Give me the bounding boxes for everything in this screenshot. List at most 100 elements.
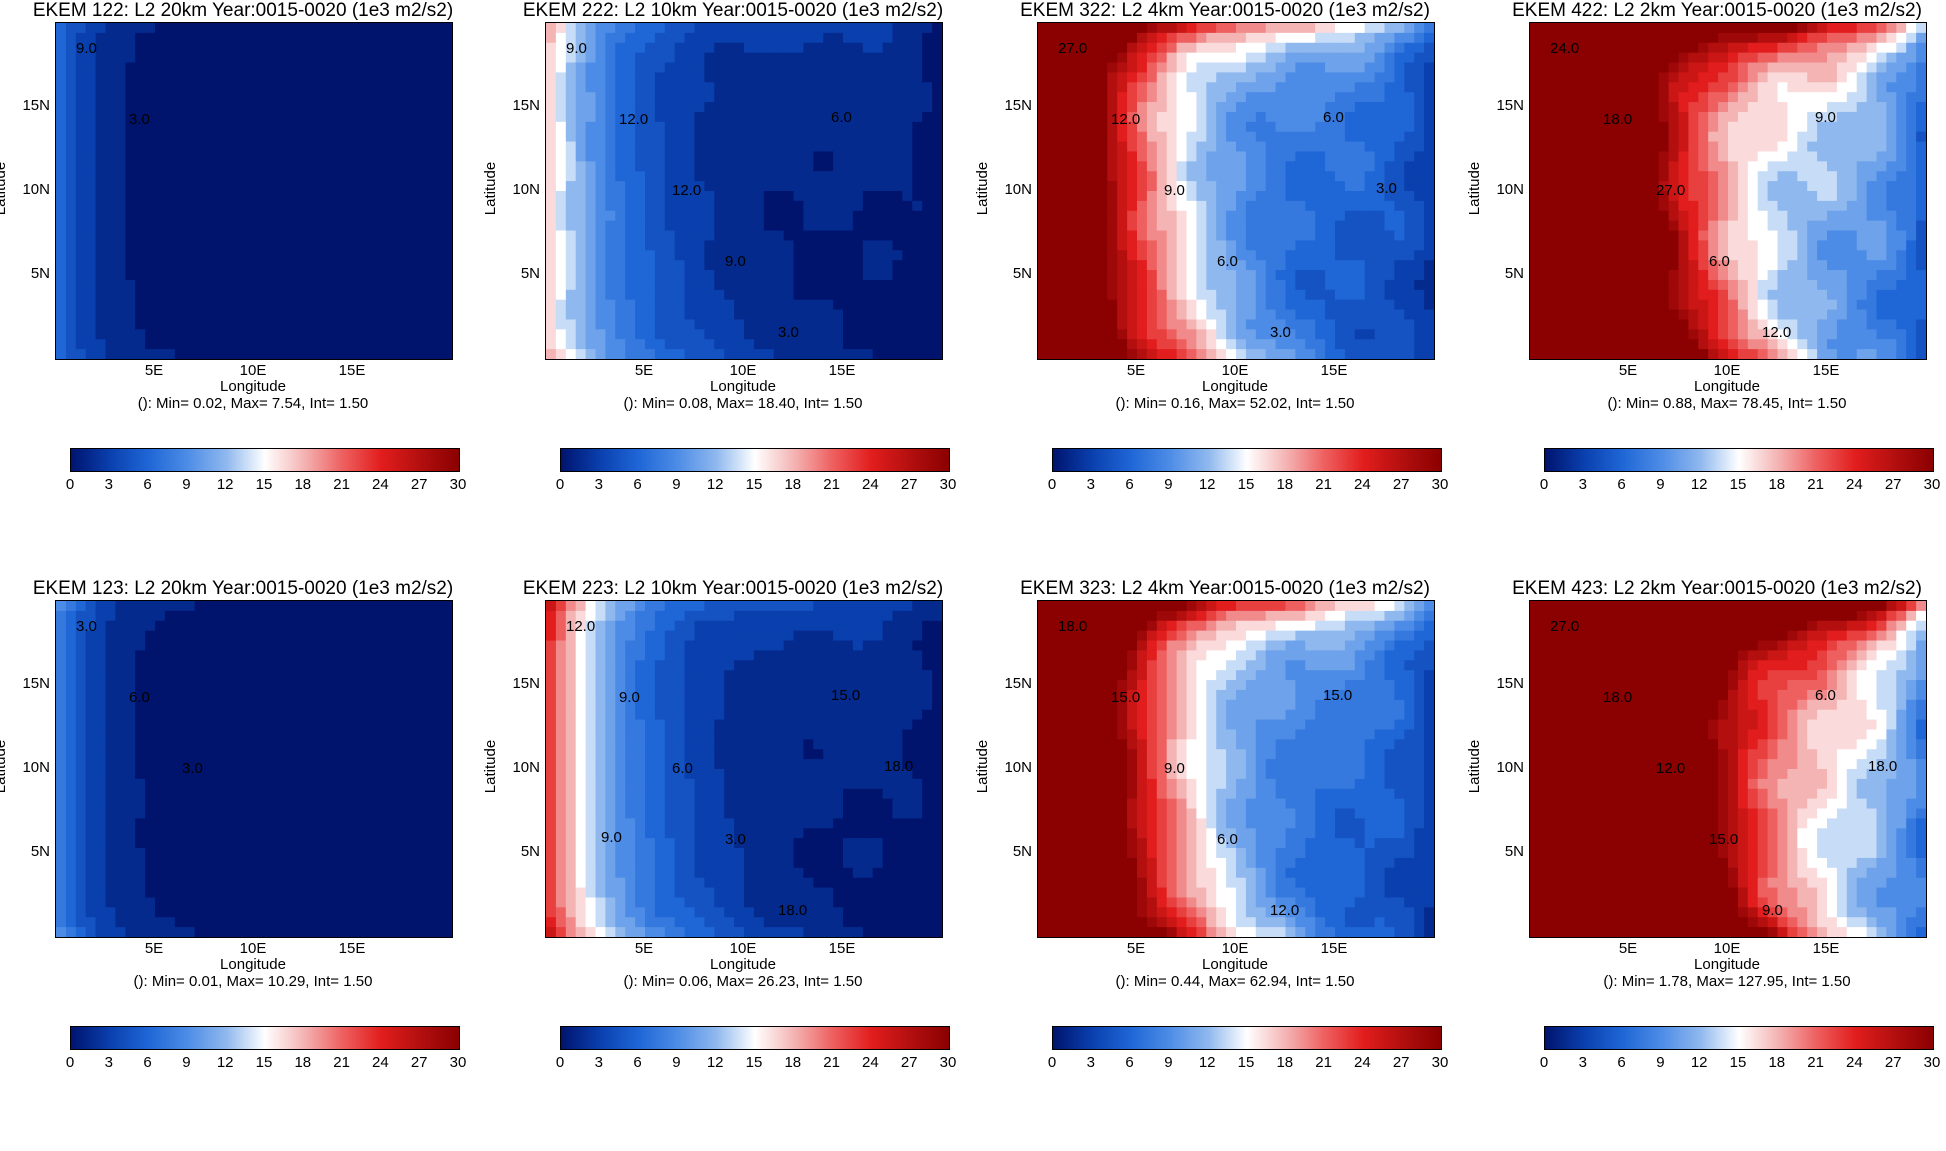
contour-cell [1246,349,1257,359]
contour-cell [912,102,923,112]
contour-cell [704,53,715,63]
contour-cell [185,310,196,320]
contour-cell [264,142,275,152]
contour-cell [1325,142,1336,152]
contour-cell [774,300,785,310]
contour-cell [304,349,315,359]
contour-cell [403,53,414,63]
contour-cell [383,300,394,310]
contour-cell [635,151,646,161]
contour-cell [1177,240,1188,250]
contour-cell [1167,142,1178,152]
contour-cell [1560,161,1571,171]
contour-cell [675,260,686,270]
contour-cell [1698,181,1709,191]
contour-cell [383,260,394,270]
contour-cell [625,240,636,250]
contour-cell [1589,142,1600,152]
contour-cell [1424,250,1434,260]
contour-cell [1580,63,1591,73]
contour-cell [1718,211,1729,221]
contour-cell [853,300,864,310]
contour-cell [1560,201,1571,211]
contour-cell [1078,201,1089,211]
contour-cell [1295,122,1306,132]
contour-cell [1394,329,1405,339]
contour-cell [1708,161,1719,171]
contour-cell [1325,211,1336,221]
contour-cell [1068,310,1079,320]
contour-cell [1068,270,1079,280]
contour-cell [1107,23,1118,33]
contour-cell [1196,112,1207,122]
contour-cell [1669,63,1680,73]
contour-cell [1127,270,1138,280]
contour-cell [586,339,597,349]
contour-cell [774,132,785,142]
contour-cell [665,161,676,171]
contour-cell [333,33,344,43]
contour-cell [1107,280,1118,290]
contour-cell [1385,270,1396,280]
contour-cell [1414,53,1425,63]
contour-cell [135,240,146,250]
contour-cell [685,132,696,142]
contour-cell [244,181,255,191]
contour-cell [1404,33,1415,43]
contour-cell [244,63,255,73]
contour-cell [106,231,117,241]
contour-cell [254,270,265,280]
contour-cell [1236,171,1247,181]
contour-cell [596,231,607,241]
contour-cell [764,142,775,152]
contour-cell [1266,72,1277,82]
contour-cell [432,161,443,171]
contour-cell [333,112,344,122]
contour-cell [873,191,884,201]
contour-cell [1394,33,1405,43]
contour-cell [106,310,117,320]
contour-cell [625,63,636,73]
contour-cell [1325,151,1336,161]
contour-cell [1097,221,1108,231]
contour-cell [1295,191,1306,201]
contour-cell [833,63,844,73]
contour-cell [546,151,557,161]
contour-cell [1659,132,1670,142]
contour-cell [1276,280,1287,290]
contour-cell [86,23,97,33]
contour-cell [403,290,414,300]
contour-cell [932,270,942,280]
contour-cell [675,122,686,132]
contour-cell [1738,33,1749,43]
contour-cell [873,132,884,142]
contour-cell [323,122,334,132]
contour-cell [254,231,265,241]
contour-cell [1078,132,1089,142]
contour-cell [922,290,933,300]
contour-cell [254,23,265,33]
contour-cell [1117,92,1128,102]
contour-cell [774,82,785,92]
contour-cell [155,319,166,329]
contour-cell [1216,211,1227,221]
colorbar-tick-label: 0 [1037,476,1067,493]
contour-cell [1688,23,1699,33]
contour-cell [1580,211,1591,221]
contour-cell [1127,329,1138,339]
contour-cell [655,23,666,33]
contour-cell [1107,82,1118,92]
contour-cell [145,349,156,359]
contour-cell [1580,43,1591,53]
contour-cell [214,280,225,290]
contour-cell [1599,161,1610,171]
contour-cell [96,201,107,211]
contour-cell [1589,102,1600,112]
contour-cell [1177,161,1188,171]
contour-cell [843,211,854,221]
contour-cell [734,319,745,329]
contour-cell [294,280,305,290]
contour-field: 9.03.0 [56,23,452,359]
contour-cell [1078,270,1089,280]
contour-cell [1365,329,1376,339]
